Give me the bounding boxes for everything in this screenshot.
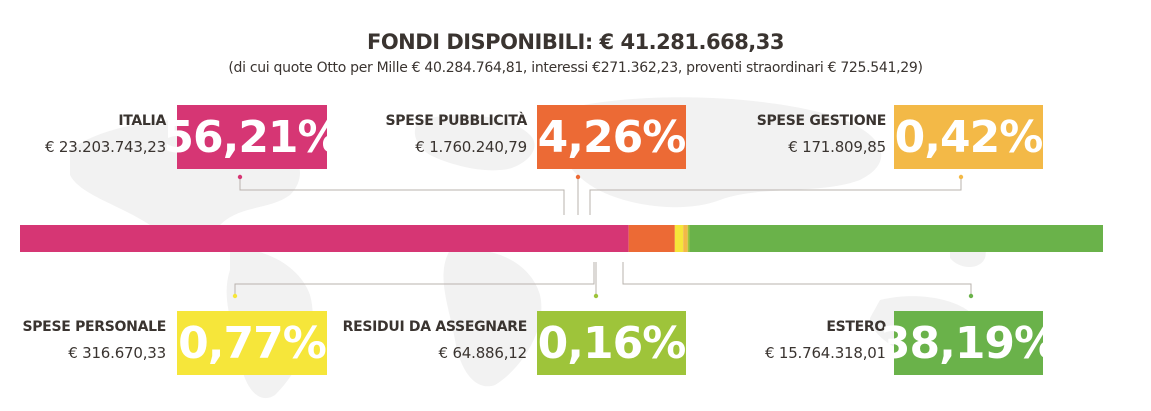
connector-dot-4 [593,293,599,299]
connector-5 [622,262,972,296]
segment-amount-5: € 15.764.318,01 [764,344,886,362]
connector-0 [239,177,565,215]
connector-dot-5 [968,293,974,299]
segment-name-2: SPESE PERSONALE [22,319,166,335]
segment-name-0: ITALIA [118,113,166,129]
bar-segment-4 [687,225,690,252]
segment-percent-4: 0,16% [537,311,686,375]
chart-title: FONDI DISPONIBILI: € 41.281.668,33 [366,30,785,54]
segment-amount-3: € 171.809,85 [788,138,886,156]
segment-name-1: SPESE PUBBLICITÀ [385,113,527,129]
segment-amount-4: € 64.886,12 [438,344,528,362]
bar-segment-0 [20,225,629,252]
connector-3 [589,177,962,215]
bar-segment-3 [683,225,688,252]
connector-dot-1 [575,174,581,180]
segment-percent-3: 0,42% [894,105,1043,169]
segment-amount-1: € 1.760.240,79 [415,138,527,156]
connector-dot-2 [232,293,238,299]
bar-segment-2 [674,225,684,252]
segment-name-3: SPESE GESTIONE [756,113,887,129]
bar-segment-5 [689,225,1103,252]
connector-dot-0 [237,174,243,180]
segment-amount-0: € 23.203.743,23 [44,138,166,156]
segment-amount-2: € 316.670,33 [68,344,166,362]
segment-percent-5: 38,19% [880,311,1058,375]
bar-segment-1 [628,225,675,252]
segment-percent-0: 56,21% [163,105,342,169]
connector-dot-3 [958,174,964,180]
connector-2 [234,262,595,296]
segment-percent-1: 4,26% [537,105,686,169]
segment-percent-2: 0,77% [177,311,327,375]
segment-name-5: ESTERO [826,319,886,335]
chart-subtitle: (di cui quote Otto per Mille € 40.284.76… [228,60,923,76]
segment-name-4: RESIDUI DA ASSEGNARE [342,319,528,335]
